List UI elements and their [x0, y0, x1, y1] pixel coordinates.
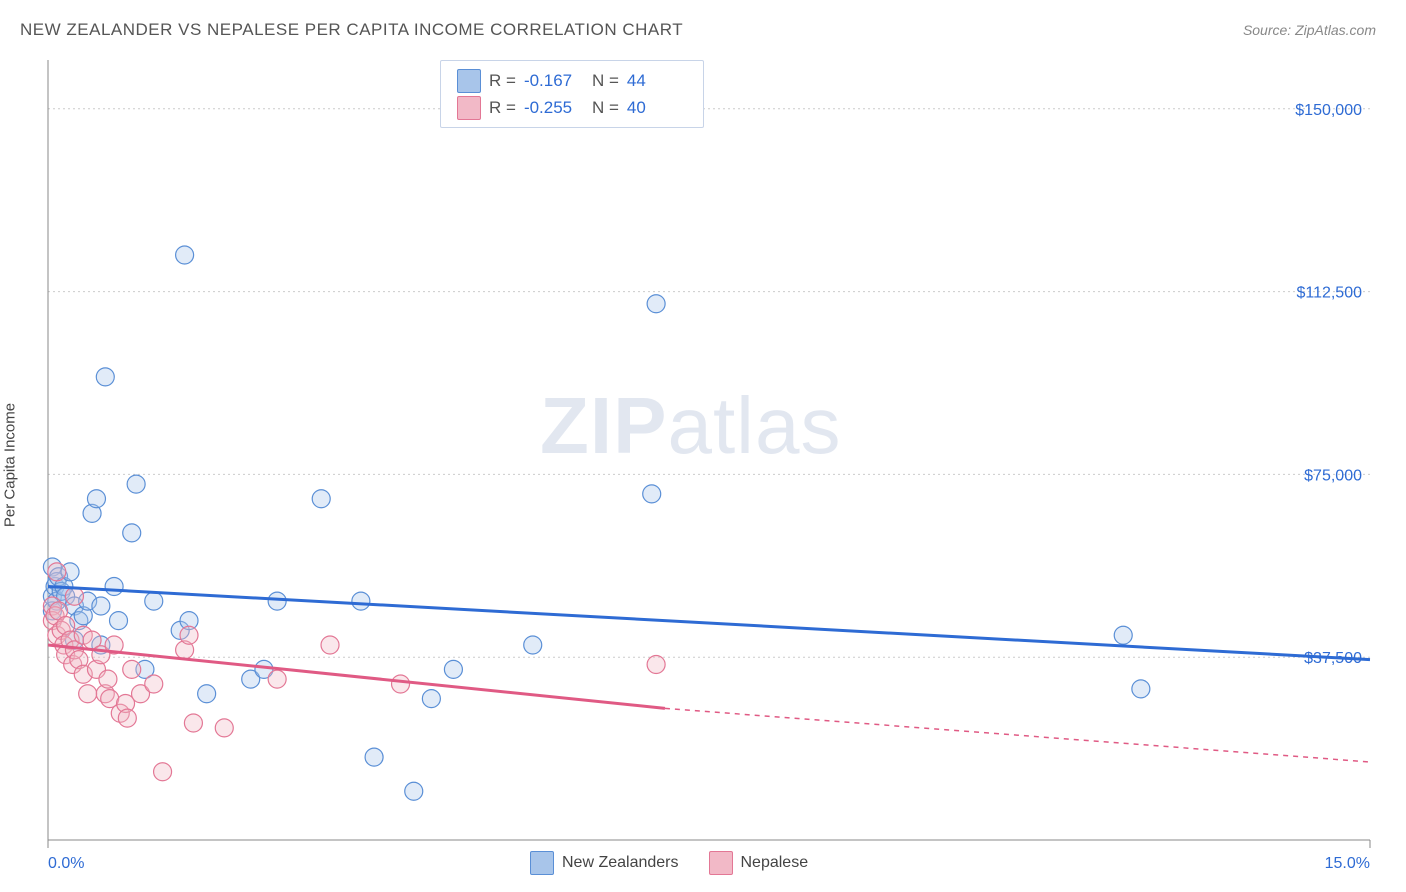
legend-item-nz: New Zealanders [530, 851, 679, 875]
swatch-np [457, 96, 481, 120]
swatch-np-icon [709, 851, 733, 875]
legend-item-np: Nepalese [709, 851, 809, 875]
chart-title: NEW ZEALANDER VS NEPALESE PER CAPITA INC… [20, 20, 683, 40]
svg-text:0.0%: 0.0% [48, 855, 84, 870]
scatter-plot-svg: $37,500$75,000$112,500$150,0000.0%15.0% [0, 50, 1406, 870]
n-value-nz: 44 [627, 67, 687, 94]
swatch-nz-icon [530, 851, 554, 875]
svg-text:15.0%: 15.0% [1325, 855, 1370, 870]
svg-text:$75,000: $75,000 [1304, 467, 1362, 484]
n-value-np: 40 [627, 94, 687, 121]
correlation-legend: R = -0.167 N = 44 R = -0.255 N = 40 [440, 60, 704, 128]
series-legend: New Zealanders Nepalese [530, 851, 808, 875]
y-axis-label: Per Capita Income [2, 403, 19, 527]
legend-row-np: R = -0.255 N = 40 [457, 94, 687, 121]
svg-text:$112,500: $112,500 [1296, 285, 1362, 302]
svg-text:$150,000: $150,000 [1295, 102, 1362, 119]
chart-container: Per Capita Income $37,500$75,000$112,500… [0, 50, 1406, 880]
r-value-nz: -0.167 [524, 67, 584, 94]
source-attribution: Source: ZipAtlas.com [1243, 22, 1376, 38]
legend-row-nz: R = -0.167 N = 44 [457, 67, 687, 94]
r-value-np: -0.255 [524, 94, 584, 121]
swatch-nz [457, 69, 481, 93]
